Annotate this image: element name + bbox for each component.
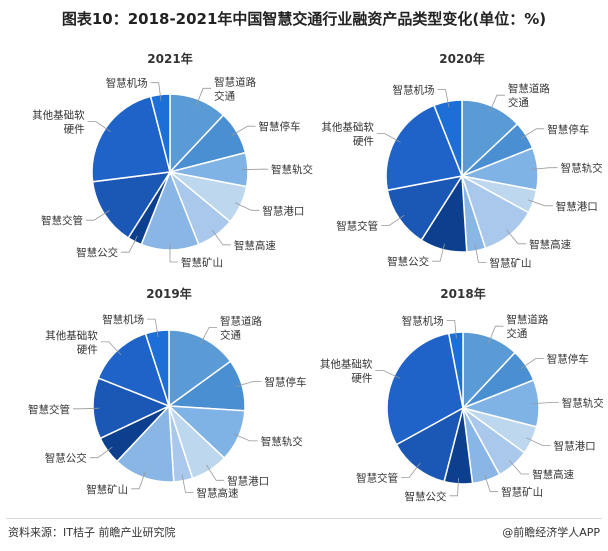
slice-label: 智慧公交 <box>387 255 429 268</box>
leader-line <box>147 318 159 337</box>
footer: 资料来源：IT桔子 前瞻产业研究院 @前瞻经济学人APP <box>0 518 608 544</box>
source-note: 资料来源：IT桔子 前瞻产业研究院 <box>8 526 176 539</box>
slice-label: 智慧公交 <box>405 490 447 503</box>
slice-label: 智慧高速 <box>532 468 574 481</box>
slice-label: 智慧高速 <box>234 239 276 252</box>
slice-label: 其他基础软硬件 <box>321 121 374 148</box>
slice-label: 智慧港口 <box>556 200 598 213</box>
leader-line <box>401 462 421 478</box>
leader-line <box>484 474 499 493</box>
leader-line <box>446 319 457 339</box>
page-title: 图表10：2018-2021年中国智慧交通行业融资产品类型变化(单位：%) <box>61 10 547 28</box>
leader-line <box>234 202 260 211</box>
slice-label: 智慧停车 <box>259 120 301 133</box>
leader-line <box>531 167 558 170</box>
leader-line <box>474 244 487 263</box>
leader-line <box>488 325 504 344</box>
leader-line <box>375 370 400 379</box>
slice-label: 智慧轨交 <box>562 397 604 410</box>
slice-label: 智慧矿山 <box>490 256 532 269</box>
slice-label: 其他基础软硬件 <box>320 358 373 385</box>
leader-line <box>196 87 212 106</box>
slice-label: 智慧道路交通 <box>508 82 550 109</box>
leader-line <box>241 168 268 171</box>
leader-line <box>381 214 405 226</box>
pie-title: 2021年 <box>147 51 192 66</box>
slice-label: 智慧机场 <box>106 77 148 90</box>
slice-label: 智慧高速 <box>197 486 239 499</box>
leader-line <box>89 446 113 459</box>
slice-label: 智慧道路交通 <box>214 75 256 102</box>
slice-label: 智慧交管 <box>336 220 378 233</box>
leader-line <box>489 94 505 112</box>
pie-title: 2019年 <box>146 286 191 301</box>
slice-label: 智慧矿山 <box>181 256 223 269</box>
pie-title: 2018年 <box>440 286 485 301</box>
slice-label: 智慧机场 <box>102 313 144 326</box>
slice-label: 智慧交管 <box>356 472 398 485</box>
footer-divider <box>6 518 602 519</box>
leader-line <box>532 402 559 404</box>
slice-label: 智慧矿山 <box>86 483 128 496</box>
leader-line <box>233 433 258 442</box>
leader-line <box>87 121 111 133</box>
slice-label: 智慧交管 <box>28 403 70 416</box>
leader-line <box>231 125 256 136</box>
slice-label: 其他基础软硬件 <box>45 329 98 356</box>
leader-line <box>437 89 450 108</box>
slice-label: 智慧港口 <box>262 204 304 217</box>
leader-line <box>206 464 225 481</box>
slice-label: 智慧交管 <box>41 214 83 227</box>
leader-line <box>181 474 194 493</box>
slice-label: 智慧停车 <box>547 353 589 366</box>
leader-line <box>508 460 530 475</box>
slice-label: 智慧机场 <box>393 84 435 97</box>
slice-label: 智慧港口 <box>554 440 596 453</box>
leader-line <box>73 407 100 410</box>
leader-line <box>121 235 138 253</box>
leader-line <box>131 471 146 490</box>
leader-line <box>211 229 231 246</box>
slice-label: 智慧高速 <box>529 238 571 251</box>
slice-label: 智慧停车 <box>265 375 307 388</box>
slice-label: 智慧道路交通 <box>220 315 262 342</box>
slice-label: 智慧公交 <box>45 452 87 465</box>
slice-label: 智慧停车 <box>547 123 589 136</box>
leader-line <box>86 210 110 221</box>
leader-line <box>527 199 553 207</box>
leader-line <box>432 243 445 262</box>
slice-label: 智慧轨交 <box>561 162 603 175</box>
leader-line <box>526 437 551 446</box>
brand-note: @前瞻经济学人APP <box>502 526 600 539</box>
leader-line <box>100 341 122 356</box>
slice-label: 智慧公交 <box>76 246 118 259</box>
leader-line <box>520 358 544 370</box>
slice-label: 智慧道路交通 <box>506 313 548 340</box>
leader-line <box>520 128 545 139</box>
leader-line <box>169 243 178 263</box>
pie-title: 2020年 <box>439 51 484 66</box>
leader-line <box>449 477 459 497</box>
leader-line <box>150 82 162 101</box>
leader-line <box>506 229 527 245</box>
leader-line <box>376 133 401 143</box>
slice-label: 智慧轨交 <box>261 435 303 448</box>
slice-label: 智慧轨交 <box>271 163 313 176</box>
slice-label: 其他基础软硬件 <box>32 108 85 135</box>
leader-line <box>200 327 217 344</box>
slice-label: 智慧港口 <box>227 474 269 487</box>
slice-label: 智慧矿山 <box>501 486 543 499</box>
leader-line <box>235 380 262 387</box>
slice-label: 智慧机场 <box>402 314 444 327</box>
